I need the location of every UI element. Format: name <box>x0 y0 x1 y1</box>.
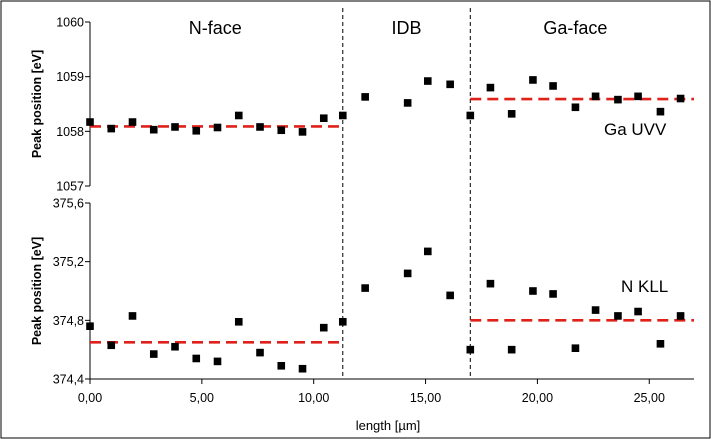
top-data-point <box>507 110 516 118</box>
bottom-y-axis-label: Peak position [eV] <box>30 237 44 345</box>
top-data-point <box>192 126 201 135</box>
top-data-point <box>256 123 264 131</box>
x-axis-label: length [µm] <box>356 418 421 433</box>
top-y-tick-label: 1060 <box>56 16 84 30</box>
region-boundaries <box>342 8 471 379</box>
bottom-data-point <box>86 322 94 330</box>
bottom-data-point <box>361 284 369 292</box>
region-labels: N-face IDB Ga-face <box>189 18 608 38</box>
bottom-data-point <box>446 291 454 300</box>
top-data-point <box>486 83 495 92</box>
bottom-data-point <box>403 269 412 278</box>
bottom-reference-lines <box>90 319 694 344</box>
top-data-point <box>591 92 600 101</box>
bottom-data-point <box>591 306 600 314</box>
bottom-data-point <box>529 287 537 295</box>
ga-uvv-series-label: Ga UVV <box>604 120 667 139</box>
top-data-point <box>656 107 665 116</box>
top-data-point <box>298 128 307 136</box>
bottom-data-point <box>486 279 495 288</box>
bottom-data-point <box>234 318 243 326</box>
bottom-data-point <box>507 345 516 354</box>
top-y-tick-label: 1057 <box>56 180 84 194</box>
x-tick-label: 10,00 <box>298 391 329 405</box>
x-tick-label: 25,00 <box>634 391 665 405</box>
top-y-tick-label: 1058 <box>56 125 84 139</box>
x-tick-label: 0,00 <box>78 391 102 405</box>
bottom-data-point <box>256 348 264 357</box>
top-data-point <box>277 126 286 135</box>
bottom-data-point <box>634 307 642 316</box>
bottom-data-point <box>171 342 179 351</box>
bottom-data-point <box>338 318 347 326</box>
n-kll-series-label: N KLL <box>621 277 668 296</box>
top-data-point <box>634 92 642 101</box>
top-data-point <box>466 111 475 120</box>
bottom-data-point <box>192 354 201 363</box>
bottom-data-point <box>128 312 137 320</box>
bottom-data-point <box>423 247 432 256</box>
top-data-point <box>319 114 328 123</box>
bottom-data-point <box>213 357 222 366</box>
bottom-y-ticks: 374,4 374,8 375,2 375,6 <box>53 197 90 387</box>
bottom-axes <box>89 203 694 380</box>
top-y-ticks: 1057 1058 1059 1060 <box>56 16 90 194</box>
x-ticks: 0,00 5,00 10,00 15,00 20,00 25,00 <box>78 379 665 405</box>
n-kll-points <box>86 247 685 373</box>
ga-uvv-points <box>86 76 685 136</box>
bottom-data-point <box>298 364 307 373</box>
bottom-y-tick-label: 374,8 <box>53 314 84 328</box>
top-data-point <box>107 124 116 133</box>
bottom-data-point <box>466 345 475 354</box>
top-data-point <box>86 118 94 126</box>
top-data-point <box>213 123 222 132</box>
bottom-y-tick-label: 374,4 <box>53 373 84 387</box>
bottom-data-point <box>571 344 580 352</box>
x-tick-label: 5,00 <box>190 391 214 405</box>
bottom-data-point <box>614 312 622 320</box>
bottom-data-point <box>319 323 328 332</box>
top-y-tick-label: 1059 <box>56 70 84 84</box>
top-data-point <box>234 111 243 120</box>
x-tick-label: 15,00 <box>410 391 441 405</box>
top-data-point <box>549 82 557 90</box>
top-data-point <box>361 93 369 101</box>
top-data-point <box>149 125 158 134</box>
top-data-point <box>171 123 179 131</box>
top-data-point <box>529 76 537 84</box>
bottom-data-point <box>549 290 557 298</box>
top-data-point <box>676 94 685 103</box>
top-data-point <box>423 77 432 85</box>
top-data-point <box>614 95 622 104</box>
region-label-n-face: N-face <box>189 18 242 38</box>
bottom-data-point <box>656 340 665 348</box>
bottom-y-tick-label: 375,6 <box>53 197 84 211</box>
bottom-data-point <box>676 312 685 320</box>
region-label-idb: IDB <box>392 18 422 38</box>
bottom-y-tick-label: 375,2 <box>53 255 84 269</box>
top-data-point <box>128 118 137 126</box>
top-data-point <box>446 80 454 89</box>
top-data-point <box>338 111 347 120</box>
bottom-data-point <box>107 341 116 350</box>
bottom-data-point <box>149 350 158 358</box>
top-y-axis-label: Peak position [eV] <box>30 50 44 158</box>
region-label-ga-face: Ga-face <box>543 18 607 38</box>
top-data-point <box>571 103 580 112</box>
x-tick-label: 20,00 <box>522 391 553 405</box>
bottom-data-point <box>277 362 286 370</box>
top-data-point <box>403 99 412 107</box>
